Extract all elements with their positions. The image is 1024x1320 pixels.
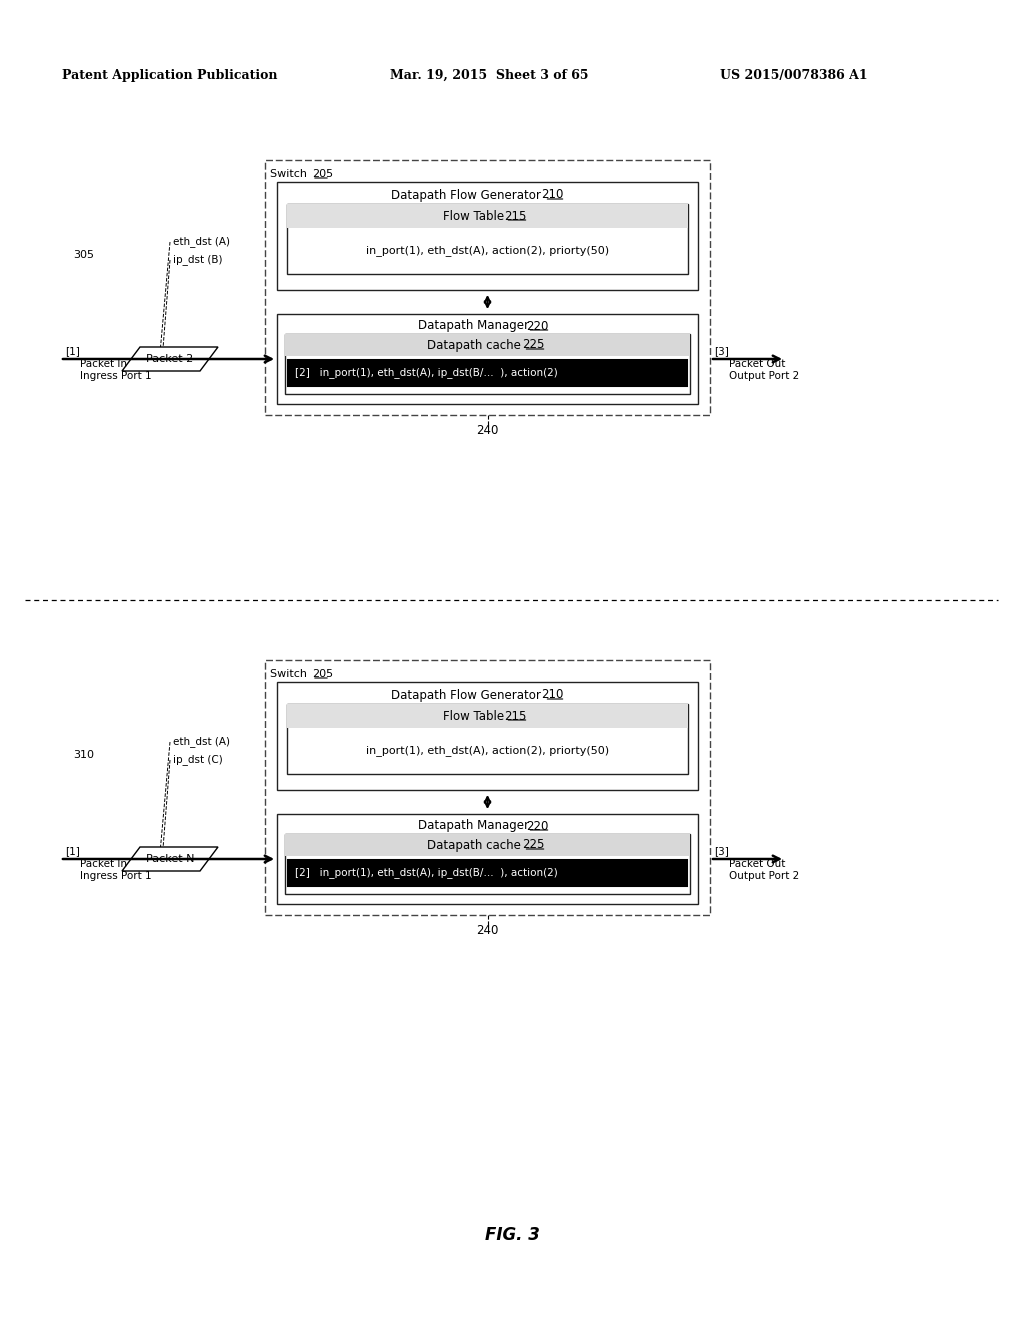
Text: Datapath cache: Datapath cache (427, 338, 528, 351)
Text: Packet In
Ingress Port 1: Packet In Ingress Port 1 (80, 359, 152, 381)
Text: 225: 225 (522, 338, 545, 351)
Bar (285, 334, 690, 393)
Bar (278, 314, 698, 404)
Text: Packet In
Ingress Port 1: Packet In Ingress Port 1 (80, 859, 152, 882)
Bar (288, 861, 687, 886)
Text: [1]: [1] (65, 846, 80, 855)
Bar (265, 160, 710, 414)
Text: ip_dst (B): ip_dst (B) (173, 255, 222, 265)
Text: Patent Application Publication: Patent Application Publication (62, 69, 278, 82)
Bar (288, 360, 687, 385)
Text: 215: 215 (504, 710, 526, 722)
Text: [1]: [1] (65, 346, 80, 356)
Polygon shape (122, 847, 218, 871)
Bar (287, 704, 688, 774)
Text: 310: 310 (73, 750, 94, 760)
Text: FIG. 3: FIG. 3 (484, 1226, 540, 1243)
Text: 225: 225 (522, 838, 545, 851)
Text: eth_dst (A): eth_dst (A) (173, 236, 230, 247)
Text: Flow Table: Flow Table (443, 210, 508, 223)
Text: Datapath Flow Generator: Datapath Flow Generator (391, 189, 545, 202)
Text: in_port(1), eth_dst(A), action(2), priorty(50): in_port(1), eth_dst(A), action(2), prior… (366, 746, 609, 756)
Text: 220: 220 (526, 319, 549, 333)
Bar (287, 205, 688, 275)
Text: Packet 2: Packet 2 (146, 354, 194, 364)
Text: Datapath Manager: Datapath Manager (418, 820, 532, 833)
Bar (278, 814, 698, 904)
Text: Datapath Flow Generator: Datapath Flow Generator (391, 689, 545, 701)
Polygon shape (122, 347, 218, 371)
Bar (278, 682, 698, 789)
Bar (287, 704, 688, 729)
Text: [2]   in_port(1), eth_dst(A), ip_dst(B/…  ), action(2): [2] in_port(1), eth_dst(A), ip_dst(B/… )… (295, 867, 558, 878)
Text: Packet Out
Output Port 2: Packet Out Output Port 2 (729, 859, 800, 882)
Text: Flow Table: Flow Table (443, 710, 508, 722)
Text: 205: 205 (312, 669, 333, 678)
Text: 220: 220 (526, 820, 549, 833)
Text: Switch: Switch (270, 669, 310, 678)
Bar (278, 182, 698, 290)
Bar (265, 660, 710, 915)
Text: [3]: [3] (714, 846, 729, 855)
Text: 210: 210 (542, 189, 563, 202)
Bar (285, 834, 690, 894)
Text: eth_dst (A): eth_dst (A) (173, 737, 230, 747)
Text: [3]: [3] (714, 346, 729, 356)
Text: Packet N: Packet N (145, 854, 195, 865)
Text: ip_dst (C): ip_dst (C) (173, 755, 223, 766)
Text: Packet Out
Output Port 2: Packet Out Output Port 2 (729, 359, 800, 381)
Text: Switch: Switch (270, 169, 310, 180)
Text: [2]   in_port(1), eth_dst(A), ip_dst(B/…  ), action(2): [2] in_port(1), eth_dst(A), ip_dst(B/… )… (295, 367, 558, 379)
Text: 215: 215 (504, 210, 526, 223)
Text: 240: 240 (476, 924, 499, 937)
Bar (285, 834, 690, 855)
Text: 205: 205 (312, 169, 333, 180)
Text: in_port(1), eth_dst(A), action(2), priorty(50): in_port(1), eth_dst(A), action(2), prior… (366, 246, 609, 256)
Text: Datapath Manager: Datapath Manager (418, 319, 532, 333)
Bar (287, 205, 688, 228)
Text: 305: 305 (73, 249, 94, 260)
Text: US 2015/0078386 A1: US 2015/0078386 A1 (720, 69, 867, 82)
Text: Mar. 19, 2015  Sheet 3 of 65: Mar. 19, 2015 Sheet 3 of 65 (390, 69, 589, 82)
Bar (285, 334, 690, 356)
Text: 210: 210 (542, 689, 563, 701)
Text: 240: 240 (476, 425, 499, 437)
Text: Datapath cache: Datapath cache (427, 838, 528, 851)
